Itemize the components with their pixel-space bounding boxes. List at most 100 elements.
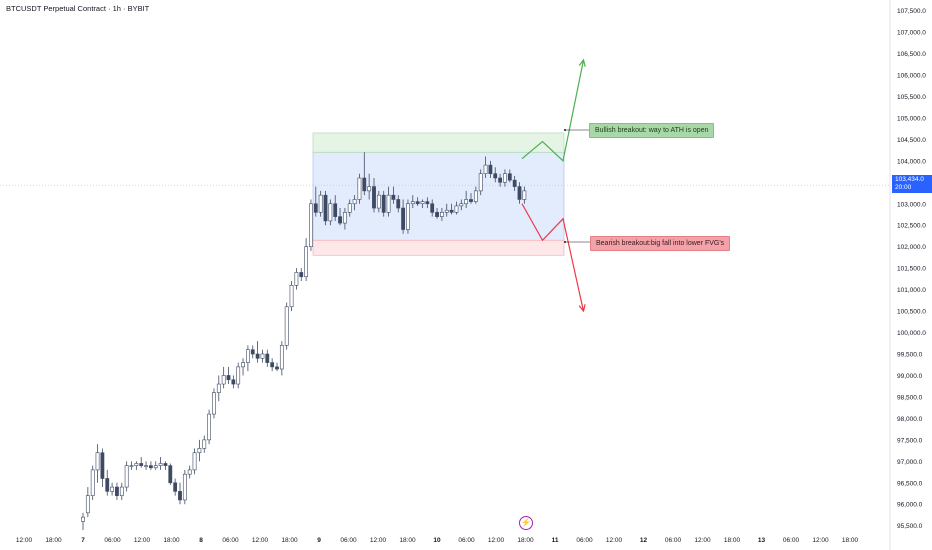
candle-body bbox=[105, 478, 110, 492]
candle-body bbox=[401, 207, 406, 230]
candle-body bbox=[309, 203, 313, 247]
current-price-tag: 103,434.0 20:00 bbox=[892, 175, 932, 193]
candle-body bbox=[430, 203, 435, 213]
x-tick-label: 06:00 bbox=[458, 537, 475, 544]
y-tick-label: 95,500.0 bbox=[897, 523, 923, 530]
x-tick-label: 18:00 bbox=[281, 537, 298, 544]
x-tick-label: 06:00 bbox=[222, 537, 239, 544]
x-tick-label: 12:00 bbox=[134, 537, 151, 544]
candle-body bbox=[119, 486, 124, 496]
y-tick-label: 103,000.0 bbox=[897, 201, 926, 208]
candle-body bbox=[192, 452, 197, 471]
candle-body bbox=[376, 194, 381, 209]
candle-body bbox=[139, 463, 144, 466]
candle-body bbox=[406, 203, 410, 230]
x-tick-label: 12:00 bbox=[694, 537, 711, 544]
candle-body bbox=[207, 413, 212, 441]
candle-body bbox=[187, 469, 192, 475]
candle-body bbox=[100, 452, 105, 479]
candle-body bbox=[323, 194, 328, 222]
candle-body bbox=[299, 272, 304, 278]
candle-body bbox=[226, 375, 231, 381]
y-tick-label: 106,500.0 bbox=[897, 51, 926, 58]
y-tick-label: 102,500.0 bbox=[897, 223, 926, 230]
candle-body bbox=[289, 285, 294, 308]
x-tick-label: 12:00 bbox=[370, 537, 387, 544]
candle-body bbox=[197, 448, 202, 454]
bullish-projection bbox=[521, 59, 585, 163]
candle-body bbox=[420, 201, 425, 205]
candle-body bbox=[512, 179, 517, 187]
candle-body bbox=[236, 366, 241, 385]
candle-body bbox=[216, 383, 221, 393]
candle-body bbox=[178, 491, 182, 501]
bullish-breakout-label[interactable]: Bullish breakout: way to ATH is open bbox=[589, 123, 715, 138]
y-tick-label: 99,000.0 bbox=[897, 373, 923, 380]
bearish-projection-arrowhead bbox=[578, 304, 586, 313]
lightning-icon[interactable]: ⚡ bbox=[519, 516, 533, 530]
candle-body bbox=[129, 465, 134, 467]
candle-body bbox=[270, 362, 275, 368]
x-tick-label: 18:00 bbox=[517, 537, 534, 544]
y-tick-label: 97,500.0 bbox=[897, 437, 923, 444]
candle-body bbox=[391, 194, 396, 200]
bearish-projection bbox=[521, 203, 585, 312]
y-tick-label: 106,000.0 bbox=[897, 72, 926, 79]
candle-body bbox=[318, 194, 323, 213]
candle-body bbox=[386, 194, 391, 213]
candle-body bbox=[202, 439, 207, 449]
x-tick-label: 12:00 bbox=[812, 537, 829, 544]
x-tick-label: 12:00 bbox=[252, 537, 269, 544]
candle-body bbox=[221, 375, 226, 385]
candle-body bbox=[168, 465, 173, 484]
y-tick-label: 96,000.0 bbox=[897, 502, 923, 509]
candle-body bbox=[85, 495, 90, 514]
x-tick-label: 18:00 bbox=[45, 537, 62, 544]
candle-body bbox=[95, 452, 100, 471]
candle-body bbox=[212, 392, 216, 415]
y-tick-label: 100,000.0 bbox=[897, 330, 926, 337]
candle-body bbox=[488, 164, 493, 175]
x-tick-label: 11 bbox=[552, 537, 559, 544]
y-tick-label: 101,500.0 bbox=[897, 266, 926, 273]
candle-body bbox=[279, 345, 284, 370]
candle-body bbox=[342, 212, 347, 224]
candle-body bbox=[469, 199, 473, 202]
y-tick-label: 98,000.0 bbox=[897, 416, 923, 423]
x-tick-label: 06:00 bbox=[340, 537, 357, 544]
candle-body bbox=[444, 209, 449, 213]
candle-body bbox=[338, 216, 342, 224]
x-tick-label: 12:00 bbox=[16, 537, 33, 544]
candle-body bbox=[134, 463, 139, 466]
candle-body bbox=[367, 186, 372, 192]
y-tick-label: 99,500.0 bbox=[897, 352, 923, 359]
x-tick-label: 12:00 bbox=[606, 537, 623, 544]
x-tick-label: 12:00 bbox=[488, 537, 505, 544]
candle-body bbox=[265, 353, 270, 363]
candle-body bbox=[357, 177, 362, 200]
y-tick-label: 98,500.0 bbox=[897, 394, 923, 401]
y-tick-label: 104,500.0 bbox=[897, 137, 926, 144]
candle-body bbox=[231, 379, 236, 385]
y-tick-label: 104,000.0 bbox=[897, 158, 926, 165]
candle-body bbox=[333, 203, 338, 217]
x-tick-label: 7 bbox=[81, 537, 85, 544]
candle-body bbox=[173, 482, 178, 492]
candle-body bbox=[381, 194, 386, 213]
bearish-breakout-label[interactable]: Bearish breakout:big fall into lower FVG… bbox=[590, 236, 731, 251]
candle-body bbox=[250, 349, 255, 355]
candle-body bbox=[304, 246, 309, 278]
y-tick-label: 107,000.0 bbox=[897, 30, 926, 37]
candle-body bbox=[115, 486, 119, 496]
candle-body bbox=[478, 173, 483, 192]
candle-body bbox=[435, 212, 439, 217]
y-tick-label: 100,500.0 bbox=[897, 309, 926, 316]
candle-body bbox=[498, 177, 503, 183]
candle-body bbox=[439, 212, 444, 217]
candle-body bbox=[313, 203, 318, 213]
candle-body bbox=[483, 164, 488, 175]
candle-body bbox=[275, 366, 279, 370]
x-tick-label: 06:00 bbox=[576, 537, 593, 544]
candle-body bbox=[347, 203, 352, 213]
